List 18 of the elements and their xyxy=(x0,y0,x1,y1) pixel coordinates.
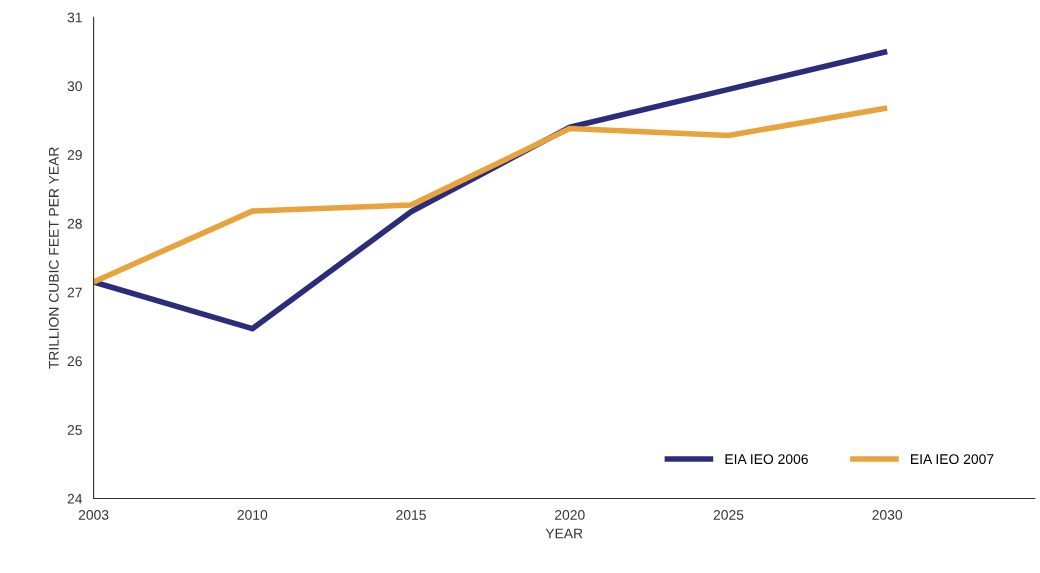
y-tick-label: 24 xyxy=(67,493,83,504)
x-tick-label: 2020 xyxy=(555,509,585,520)
legend-label: EIA IEO 2006 xyxy=(725,454,808,465)
y-axis-title: TRILLION CUBIC FEET PER YEAR xyxy=(48,147,59,369)
y-tick-label: 27 xyxy=(67,287,82,298)
y-tick-label: 30 xyxy=(67,81,82,92)
x-tick-label: 2030 xyxy=(872,509,903,520)
y-tick-label: 31 xyxy=(67,12,82,23)
y-tick-label: 25 xyxy=(67,425,82,435)
y-tick-label: 29 xyxy=(67,150,82,160)
x-tick-label: 2003 xyxy=(78,509,109,520)
x-tick-label: 2025 xyxy=(713,509,744,520)
x-axis-title: YEAR xyxy=(545,528,583,539)
legend-label: EIA IEO 2007 xyxy=(911,454,994,465)
x-tick-label: 2010 xyxy=(237,509,268,520)
x-tick-label: 2015 xyxy=(396,509,426,520)
y-tick-label: 28 xyxy=(67,218,82,229)
y-tick-label: 26 xyxy=(67,356,82,367)
